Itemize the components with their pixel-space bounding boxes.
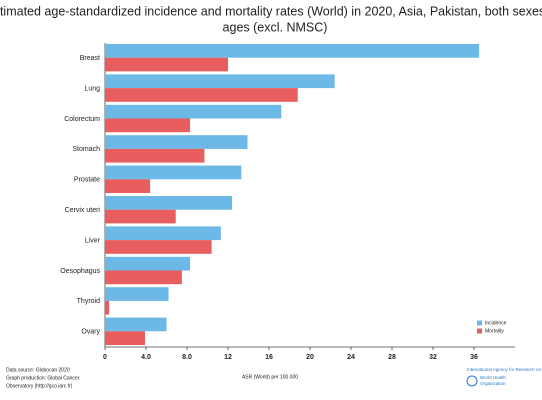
- bar: [105, 331, 145, 345]
- x-tick-label: 16: [265, 354, 273, 361]
- x-tick-label: 12: [224, 354, 232, 361]
- source-note: Data source: Globocan 2020: [6, 367, 70, 373]
- y-tick-label: Ovary: [81, 329, 100, 336]
- bar: [105, 74, 335, 89]
- y-tick-label: Thyroid: [77, 298, 100, 305]
- legend-swatch: [477, 320, 482, 326]
- bar: [105, 57, 228, 72]
- bar: [105, 226, 221, 241]
- bar: [105, 165, 242, 180]
- x-tick-label: 32: [429, 354, 437, 361]
- bar: [105, 287, 169, 301]
- legend-swatch: [477, 328, 482, 334]
- bar: [105, 317, 167, 332]
- x-axis-label: ASR (World) per 100 000: [242, 374, 298, 380]
- y-tick-label: Breast: [80, 55, 100, 62]
- bar: [105, 148, 205, 163]
- legend-label: Incidence: [485, 320, 507, 326]
- x-tick-label: 24: [347, 354, 355, 361]
- bar: [105, 135, 248, 149]
- y-tick-label: Prostate: [74, 177, 100, 184]
- logo-icon: [466, 375, 478, 387]
- y-tick-label: Cervix uteri: [65, 207, 101, 214]
- y-tick-label: Oesophagus: [60, 268, 100, 275]
- bar: [105, 240, 212, 254]
- x-tick-label: 0: [103, 354, 107, 361]
- bar: [105, 44, 480, 58]
- bar: [105, 104, 282, 119]
- source-note: Observatory (http://gco.iarc.fr): [6, 383, 73, 389]
- y-tick-label: Stomach: [72, 146, 100, 153]
- bar: [105, 118, 191, 133]
- x-tick-label: 4.0: [141, 354, 151, 361]
- y-tick-label: Colorectum: [64, 116, 100, 123]
- chart-title: Estimated age-standardized incidence and…: [0, 4, 542, 18]
- bar: [105, 209, 176, 224]
- logo-text: Organization: [480, 381, 506, 386]
- logo-text: World Health: [480, 375, 506, 380]
- x-tick-label: 36: [470, 354, 478, 361]
- source-note: Graph production: Global Cancer: [6, 375, 80, 381]
- x-tick-label: 28: [388, 354, 396, 361]
- y-tick-label: Liver: [85, 237, 101, 244]
- legend-label: Mortality: [485, 328, 504, 334]
- y-tick-label: Lung: [84, 85, 100, 92]
- bar: [105, 300, 110, 315]
- logo-text: International Agency for Research on Can…: [467, 367, 542, 372]
- bar: [105, 179, 151, 193]
- bar: [105, 196, 233, 210]
- x-tick-label: 8.0: [182, 354, 192, 361]
- chart-title: ages (excl. NMSC): [223, 20, 328, 34]
- bar: [105, 256, 191, 271]
- x-tick-label: 20: [306, 354, 314, 361]
- bar: [105, 270, 182, 285]
- bar: [105, 88, 298, 102]
